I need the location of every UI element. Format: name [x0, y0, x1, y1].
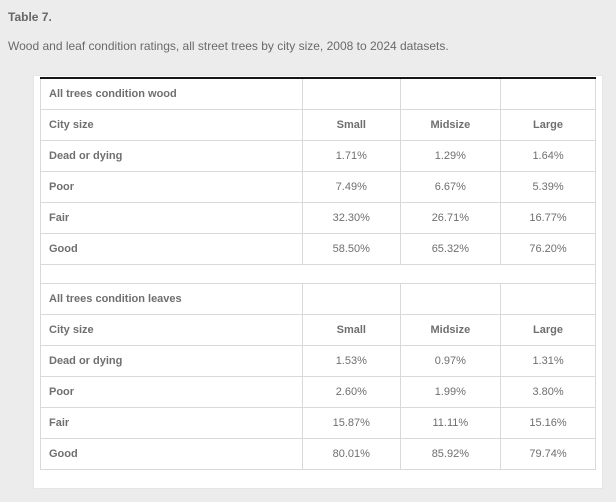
empty-cell	[399, 282, 502, 315]
row-label: Dead or dying	[40, 344, 303, 377]
section-header-row: All trees condition wood	[40, 77, 596, 110]
column-header: Small	[301, 313, 401, 346]
row-label: Poor	[40, 170, 303, 203]
column-header-row: City size Small Midsize Large	[40, 313, 596, 346]
column-header: Small	[301, 108, 401, 141]
column-header: Midsize	[399, 313, 502, 346]
section-spacer-row	[40, 263, 596, 284]
value-cell: 1.99%	[399, 375, 502, 408]
value-cell: 79.74%	[500, 437, 596, 470]
row-label: Fair	[40, 406, 303, 439]
section-header-row: All trees condition leaves	[40, 282, 596, 315]
table-row: Poor 7.49% 6.67% 5.39%	[40, 170, 596, 203]
value-cell: 2.60%	[301, 375, 401, 408]
row-label: Poor	[40, 375, 303, 408]
value-cell: 7.49%	[301, 170, 401, 203]
value-cell: 65.32%	[399, 232, 502, 265]
value-cell: 5.39%	[500, 170, 596, 203]
table-panel: All trees condition wood City size Small Mi…	[33, 75, 603, 489]
empty-cell	[301, 77, 401, 110]
value-cell: 15.87%	[301, 406, 401, 439]
empty-cell	[301, 282, 401, 315]
value-cell: 58.50%	[301, 232, 401, 265]
value-cell: 11.11%	[399, 406, 502, 439]
section-header: All trees condition wood	[40, 77, 303, 110]
table-row: Good 80.01% 85.92% 79.74%	[40, 437, 596, 470]
table-row: Dead or dying 1.71% 1.29% 1.64%	[40, 139, 596, 172]
row-label: Fair	[40, 201, 303, 234]
value-cell: 16.77%	[500, 201, 596, 234]
spacer-cell	[40, 263, 596, 284]
row-label: Good	[40, 232, 303, 265]
value-cell: 6.67%	[399, 170, 502, 203]
empty-cell	[500, 282, 596, 315]
value-cell: 26.71%	[399, 201, 502, 234]
table-row: Fair 32.30% 26.71% 16.77%	[40, 201, 596, 234]
value-cell: 3.80%	[500, 375, 596, 408]
empty-cell	[399, 77, 502, 110]
column-header-city-size: City size	[40, 313, 303, 346]
condition-ratings-table: All trees condition wood City size Small Mi…	[40, 77, 596, 470]
value-cell: 1.71%	[301, 139, 401, 172]
value-cell: 85.92%	[399, 437, 502, 470]
value-cell: 0.97%	[399, 344, 502, 377]
table-row: Fair 15.87% 11.11% 15.16%	[40, 406, 596, 439]
value-cell: 1.53%	[301, 344, 401, 377]
empty-cell	[500, 77, 596, 110]
column-header: Midsize	[399, 108, 502, 141]
table-row: Poor 2.60% 1.99% 3.80%	[40, 375, 596, 408]
table-row: Dead or dying 1.53% 0.97% 1.31%	[40, 344, 596, 377]
column-header: Large	[500, 108, 596, 141]
page-title: Table 7.	[8, 10, 52, 24]
value-cell: 1.31%	[500, 344, 596, 377]
section-header: All trees condition leaves	[40, 282, 303, 315]
column-header: Large	[500, 313, 596, 346]
table-caption: Wood and leaf condition ratings, all str…	[8, 39, 449, 53]
value-cell: 80.01%	[301, 437, 401, 470]
table-row: Good 58.50% 65.32% 76.20%	[40, 232, 596, 265]
value-cell: 32.30%	[301, 201, 401, 234]
row-label: Good	[40, 437, 303, 470]
value-cell: 1.64%	[500, 139, 596, 172]
value-cell: 76.20%	[500, 232, 596, 265]
value-cell: 1.29%	[399, 139, 502, 172]
column-header-city-size: City size	[40, 108, 303, 141]
value-cell: 15.16%	[500, 406, 596, 439]
column-header-row: City size Small Midsize Large	[40, 108, 596, 141]
row-label: Dead or dying	[40, 139, 303, 172]
